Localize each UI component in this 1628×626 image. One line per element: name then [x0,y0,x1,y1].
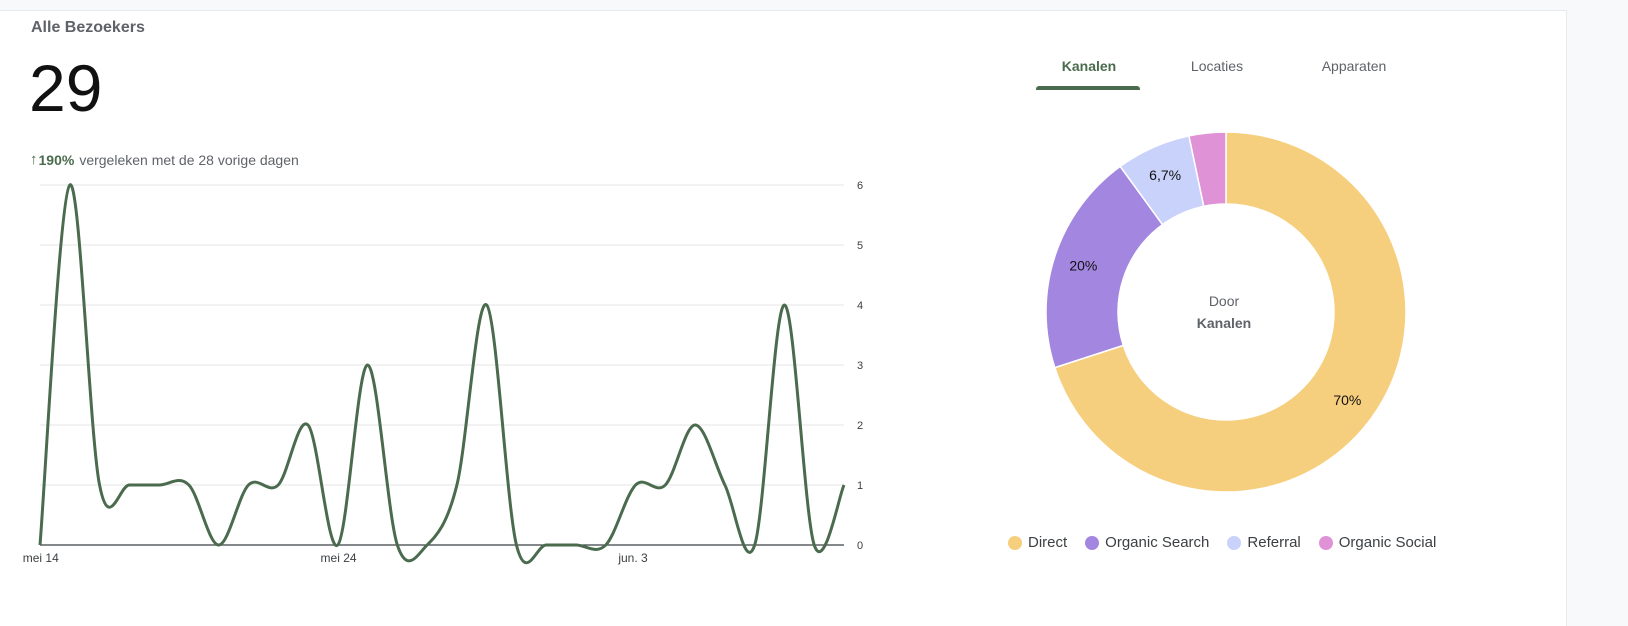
donut-slice-organic-social[interactable] [1188,131,1227,208]
comparison-row: ↑ 190% vergeleken met de 28 vorige dagen [30,151,299,168]
x-tick-label: mei 24 [321,551,357,565]
data-point [724,484,726,486]
active-tab-indicator [1036,86,1140,90]
data-point [456,484,458,486]
y-tick-label: 1 [857,480,863,492]
y-tick-label: 0 [857,540,863,552]
data-point [128,484,130,486]
data-point [664,484,666,486]
comparison-text: vergeleken met de 28 vorige dagen [79,151,299,168]
y-tick-label: 2 [857,420,863,432]
data-point [426,544,428,546]
data-point [337,544,339,546]
donut-center-label: Door [1209,293,1240,309]
data-point [486,304,488,306]
legend-item-direct[interactable]: Direct [1008,534,1067,551]
slice-percent-label: 6,7% [1149,167,1181,183]
data-point [158,484,160,486]
data-point [69,184,71,186]
visitors-series-line [38,183,846,565]
legend-label: Organic Social [1338,534,1437,551]
donut-legend: Direct Organic Search Referral Organic S… [1008,534,1454,551]
legend-item-organic-social[interactable]: Organic Social [1318,534,1437,551]
channels-donut-chart: 70% 20% 6,7% Door Kanalen [1045,131,1407,493]
legend-label: Direct [1028,534,1068,551]
legend-label: Referral [1247,534,1301,551]
data-point [396,544,398,546]
data-point [39,544,41,546]
data-point [515,544,517,546]
data-point [783,304,785,306]
data-point [605,544,607,546]
data-point [99,484,101,486]
donut-slice-direct[interactable] [1053,131,1407,493]
y-tick-label: 3 [857,360,863,372]
tab-kanalen[interactable]: Kanalen [1061,58,1117,74]
data-point [575,544,577,546]
donut-slice-organic-search[interactable] [1045,165,1164,369]
x-tick-label: jun. 3 [617,551,648,565]
y-tick-label: 5 [857,240,863,252]
y-tick-label: 4 [857,300,863,312]
card-title: Alle Bezoekers [31,19,145,36]
data-point [277,484,279,486]
data-point [635,484,637,486]
slice-percent-label: 20% [1069,258,1097,274]
legend-item-organic-search[interactable]: Organic Search [1085,534,1209,551]
total-visitors: 29 [29,51,103,125]
data-point [188,484,190,486]
data-point [545,544,547,546]
legend-label: Organic Search [1105,534,1210,551]
legend-item-referral[interactable]: Referral [1227,534,1301,551]
visitors-line-chart: 0 1 2 3 4 5 6 mei 14 mei 24 jun. 3 [23,180,863,565]
data-point [813,544,815,546]
data-point [843,484,845,486]
data-point [367,364,369,366]
donut-center-label: Kanalen [1197,315,1251,331]
tab-apparaten[interactable]: Apparaten [1321,58,1387,74]
data-point [694,424,696,426]
data-point [247,484,249,486]
legend-swatch [1318,535,1333,550]
slice-percent-label: 70% [1333,392,1361,408]
breakdown-tabs: Kanalen Locaties Apparaten [1036,48,1456,92]
legend-swatch [1085,535,1100,550]
y-tick-label: 6 [857,180,863,192]
visitors-card: Alle Bezoekers 29 ↑ 190% vergeleken met … [0,10,1567,626]
legend-swatch [1227,535,1242,550]
data-point [307,424,309,426]
arrow-up-icon: ↑ [30,151,38,168]
change-percentage: 190% [38,151,75,168]
data-point [754,544,756,546]
tab-locaties[interactable]: Locaties [1190,58,1244,74]
data-point [218,544,220,546]
legend-swatch [1008,535,1022,550]
x-tick-label: mei 14 [23,551,59,565]
